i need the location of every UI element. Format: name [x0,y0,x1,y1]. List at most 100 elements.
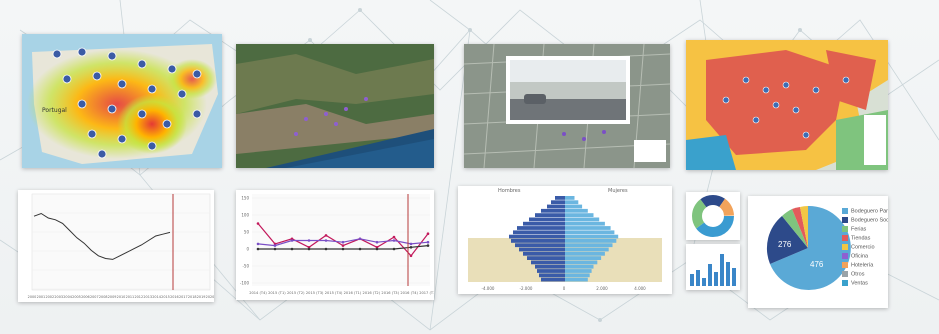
x-tick-label: 2016 (T2) [363,291,381,295]
pie-label-dark: 276 [778,240,792,249]
series-point [341,247,345,251]
population-pyramid: Hombres Mujeres -4.000 -2.000 0 2.000 4.000 [468,188,662,291]
x-tick-label: 2015 [161,295,170,299]
series-point [392,247,396,251]
legend-label: Oficina [851,253,869,260]
legend-label: Hotelería [851,262,874,269]
choropleth-map-panel [686,40,888,170]
legend-item: Tiendas [842,235,870,241]
legend-swatch [842,271,848,277]
right-title: Mujeres [608,188,628,194]
legend-label: Ventas [851,280,868,287]
pyramid-bar-right [565,221,605,226]
legend-swatch [842,235,848,241]
pyramid-bar-left [539,273,565,278]
series-point [409,254,413,258]
x-tick-label: -4.000 [482,286,495,291]
x-tick-label: 2002 [45,295,54,299]
legend-item: Bodeguero Sociedad [842,217,888,223]
x-tick-label: 2015 (T2) [287,291,305,295]
pyramid-bar-left [523,221,565,226]
series-point [375,240,379,244]
series-point [290,239,294,242]
pyramid-bar-right [565,247,609,252]
pie-label-main: 476 [810,260,824,269]
series-point [358,237,362,241]
x-tick-label: 2018 [188,295,197,299]
series-point [341,240,345,244]
pyramid-bar-right [565,204,583,209]
y-tick-label: 150 [241,196,249,201]
series-point [375,247,379,251]
choropleth-map [686,40,888,170]
y-tick-label: -100 [240,281,250,286]
pyramid-bar-right [565,269,592,273]
street-map [464,44,670,168]
series-point [307,247,311,251]
y-tick-label: 0 [246,247,249,252]
series-point [358,247,362,251]
pyramid-bar-left [529,217,565,222]
pyramid-bar-left [509,234,565,239]
pyramid-bar-right [565,200,579,205]
legend-label: Bodeguero Sociedad [851,217,888,224]
pyramid-bar-right [565,260,598,265]
donut-chart-panel [686,192,740,240]
legend-item: Ferias [842,226,866,232]
pie-slice-dark [766,216,808,264]
pyramid-bar-left [523,251,565,256]
legend-item: Comercio [842,244,875,250]
legend-item: Oficina [842,253,868,259]
series-point [324,239,328,242]
pyramid-bar-right [565,256,602,260]
x-tick-label: 2009 [108,295,117,299]
map-label-portugal: Portugal [42,107,67,114]
pyramid-bar-right [565,277,588,282]
pie-slice-main [770,205,851,290]
x-tick-label: 2013 [143,295,152,299]
pyramid-bar-right [565,208,588,213]
pyramid-bar-left [535,213,565,217]
pyramid-bar-right [565,213,594,217]
x-tick-label: 2015 (T3) [306,291,324,295]
pie-chart-panel: 476 276 Bodeguero Particular Bodeguero So… [748,196,888,308]
series-line [33,212,171,260]
legend-swatch [842,244,848,250]
legend-swatch [842,253,848,259]
series-point [273,244,277,247]
series-point [290,247,294,251]
x-tick-label: 2014 (T4) [249,291,267,295]
x-tick-label: 2017 (T1) [419,291,434,295]
x-tick-label: 2005 [72,295,81,299]
legend-item: Ventas [842,280,868,286]
pie-legend: Bodeguero Particular Bodeguero Sociedad Fe… [842,208,888,298]
heatmap-map-panel: Portugal [22,34,222,168]
y-tick-label: 50 [244,230,250,235]
legend-swatch [842,217,848,223]
pyramid-bar-left [551,200,565,205]
street-map-panel [464,44,670,168]
series-point [256,222,260,225]
x-tick-label: 2001 [37,295,46,299]
timeseries-chart-panel: 2000 2001 2002 2003 2004 2005 2006 2007 2008 2009… [18,190,214,302]
x-tick-label: 2006 [81,295,90,299]
series-point [409,242,413,246]
pyramid-bar-left [517,226,565,230]
x-tick-label: -2.000 [520,286,533,291]
x-tick-label: 2017 [179,295,188,299]
legend-label: Ferias [851,226,867,233]
pyramid-bar-left [519,247,565,252]
series-point [426,232,430,235]
series-point [273,247,277,251]
series-point [426,244,430,247]
timeseries-chart: 2000 2001 2002 2003 2004 2005 2006 2007 2008 2009… [28,193,214,299]
left-title: Hombres [498,188,521,194]
y-tick-label: 100 [241,213,249,218]
pyramid-bar-left [513,230,565,235]
series-point [392,235,396,239]
pyramid-bar-right [565,230,615,235]
legend-label: Otros [851,271,865,278]
series-point [426,240,430,244]
small-bar-chart [690,254,736,286]
x-tick-label: 2016 (T3) [381,291,399,295]
